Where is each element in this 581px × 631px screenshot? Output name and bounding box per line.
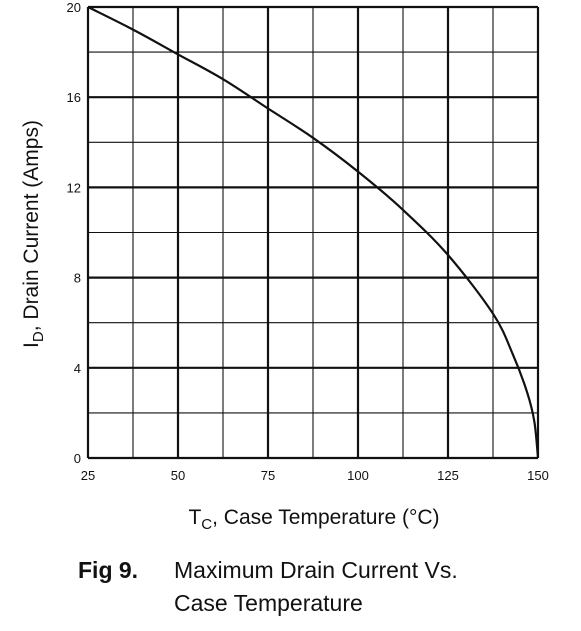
x-tick-label: 50 [171, 468, 185, 483]
y-axis-title-main: I [20, 342, 43, 348]
x-axis-title: TC, Case Temperature (°C) [188, 506, 439, 533]
x-axis-title-main: T [188, 506, 201, 529]
chart: 25 50 75 100 125 150 0 4 8 12 16 20 TC, Case Tempe… [20, 0, 549, 533]
drain-current-curve [87, 6, 540, 459]
y-tick-label: 12 [67, 180, 81, 195]
grid [86, 5, 540, 460]
y-tick-label: 0 [74, 451, 81, 466]
y-tick-label: 4 [74, 361, 81, 376]
figure-number: Fig 9. [78, 557, 139, 583]
caption-line-1: Maximum Drain Current Vs. [174, 557, 458, 583]
caption-line-2: Case Temperature [174, 590, 363, 616]
x-axis-title-sub: C [201, 516, 212, 533]
x-tick-label: 25 [81, 468, 95, 483]
y-tick-label: 20 [67, 0, 81, 15]
x-tick-labels: 25 50 75 100 125 150 [81, 468, 549, 483]
x-axis-title-rest: , Case Temperature (°C) [212, 506, 439, 529]
x-tick-label: 100 [347, 468, 369, 483]
y-tick-labels: 0 4 8 12 16 20 [67, 0, 81, 466]
x-tick-label: 75 [261, 468, 275, 483]
y-axis-title-rest: , Drain Current (Amps) [20, 120, 43, 331]
x-tick-label: 150 [527, 468, 549, 483]
x-tick-label: 125 [437, 468, 459, 483]
y-axis-title-sub: D [30, 331, 47, 342]
y-tick-label: 8 [74, 271, 81, 286]
y-axis-title: ID, Drain Current (Amps) [20, 120, 47, 348]
y-tick-label: 16 [67, 90, 81, 105]
